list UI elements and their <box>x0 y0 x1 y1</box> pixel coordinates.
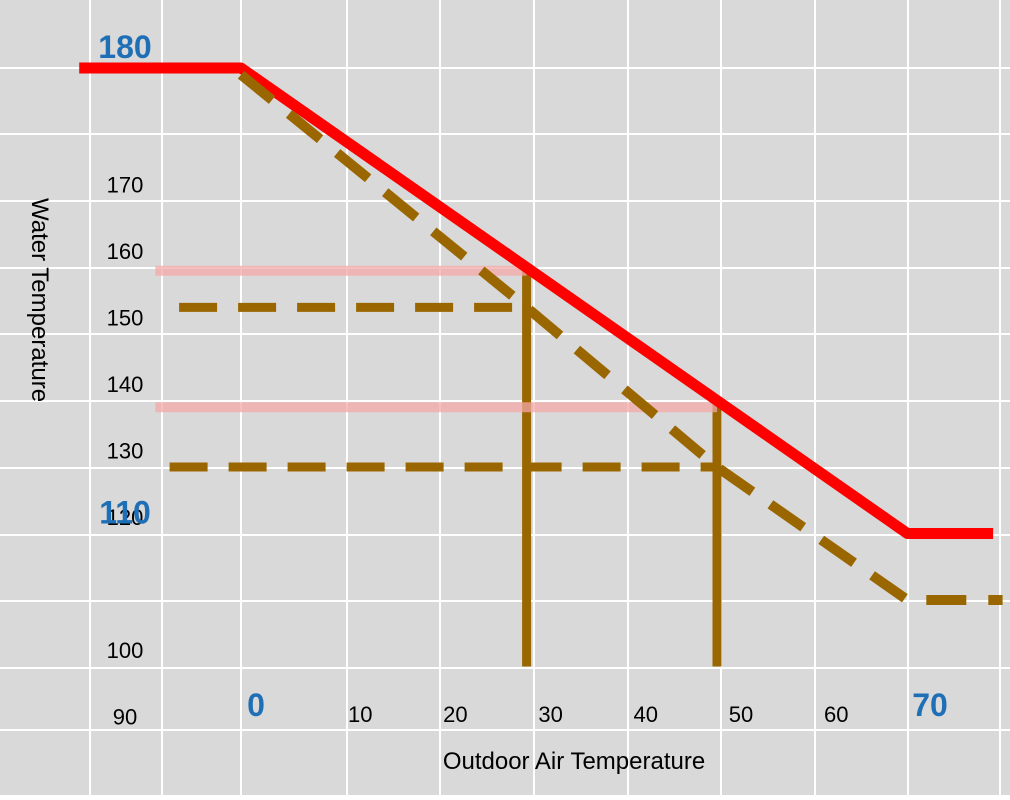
x-tick-label: 60 <box>824 702 848 727</box>
x-tick-label: 40 <box>634 702 658 727</box>
y-tick-label: 90 <box>113 705 137 730</box>
y-tick-label: 120 <box>107 505 144 530</box>
y-tick-label: 110 <box>99 495 151 531</box>
y-tick-label: 160 <box>107 239 144 264</box>
x-tick-label: 50 <box>729 702 753 727</box>
y-tick-label: 170 <box>107 173 144 198</box>
y-tick-label: 140 <box>107 372 144 397</box>
x-tick-label: 0 <box>247 687 265 723</box>
x-tick-label: 30 <box>538 702 562 727</box>
series-dashed-brown <box>237 70 1003 605</box>
series-lines <box>79 62 1003 605</box>
y-tick-label: 100 <box>107 638 144 663</box>
reference-lines <box>155 265 722 667</box>
x-axis-label: Outdoor Air Temperature <box>443 748 705 775</box>
series-solid-red <box>79 62 994 539</box>
y-tick-label: 150 <box>107 306 144 331</box>
y-tick-label: 130 <box>107 439 144 464</box>
y-axis-label: Water Temperature <box>26 198 53 402</box>
y-tick-label: 180 <box>98 29 151 65</box>
x-tick-label: 70 <box>912 687 948 723</box>
x-tick-label: 10 <box>348 702 372 727</box>
x-tick-label: 20 <box>443 702 467 727</box>
